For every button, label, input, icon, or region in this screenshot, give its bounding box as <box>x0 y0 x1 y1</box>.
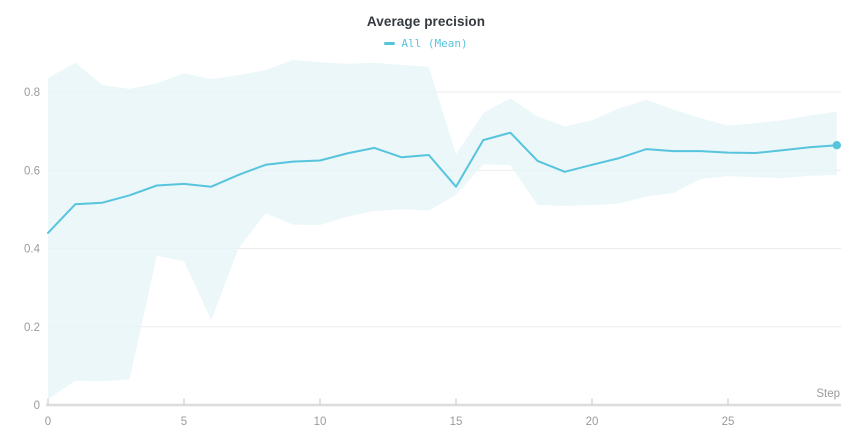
x-tick-label-5: 5 <box>181 416 187 428</box>
y-tick-label-0.4: 0.4 <box>24 244 41 256</box>
legend-label: All (Mean) <box>401 37 468 50</box>
mean-line <box>47 131 838 234</box>
x-tick-label-10: 10 <box>314 416 327 428</box>
confidence-band <box>48 59 837 400</box>
y-tick-label-0.6: 0.6 <box>24 165 40 177</box>
chart-legend[interactable]: All (Mean) <box>0 35 852 50</box>
x-tick-label-25: 25 <box>722 416 735 428</box>
legend-line-swatch-icon <box>384 42 396 45</box>
last-point-marker <box>832 141 841 150</box>
chart-title: Average precision <box>366 14 486 29</box>
y-tick-label-0.8: 0.8 <box>24 87 40 99</box>
x-tick-label-0: 0 <box>45 416 51 428</box>
legend-item-all-mean[interactable]: All (Mean) <box>384 37 468 50</box>
x-tick-label-15: 15 <box>450 416 463 428</box>
y-tick-label-0.2: 0.2 <box>24 322 40 334</box>
x-tick-label-20: 20 <box>586 416 599 428</box>
y-tick-label-0: 0 <box>34 400 40 412</box>
x-axis-title: Step <box>816 388 840 400</box>
